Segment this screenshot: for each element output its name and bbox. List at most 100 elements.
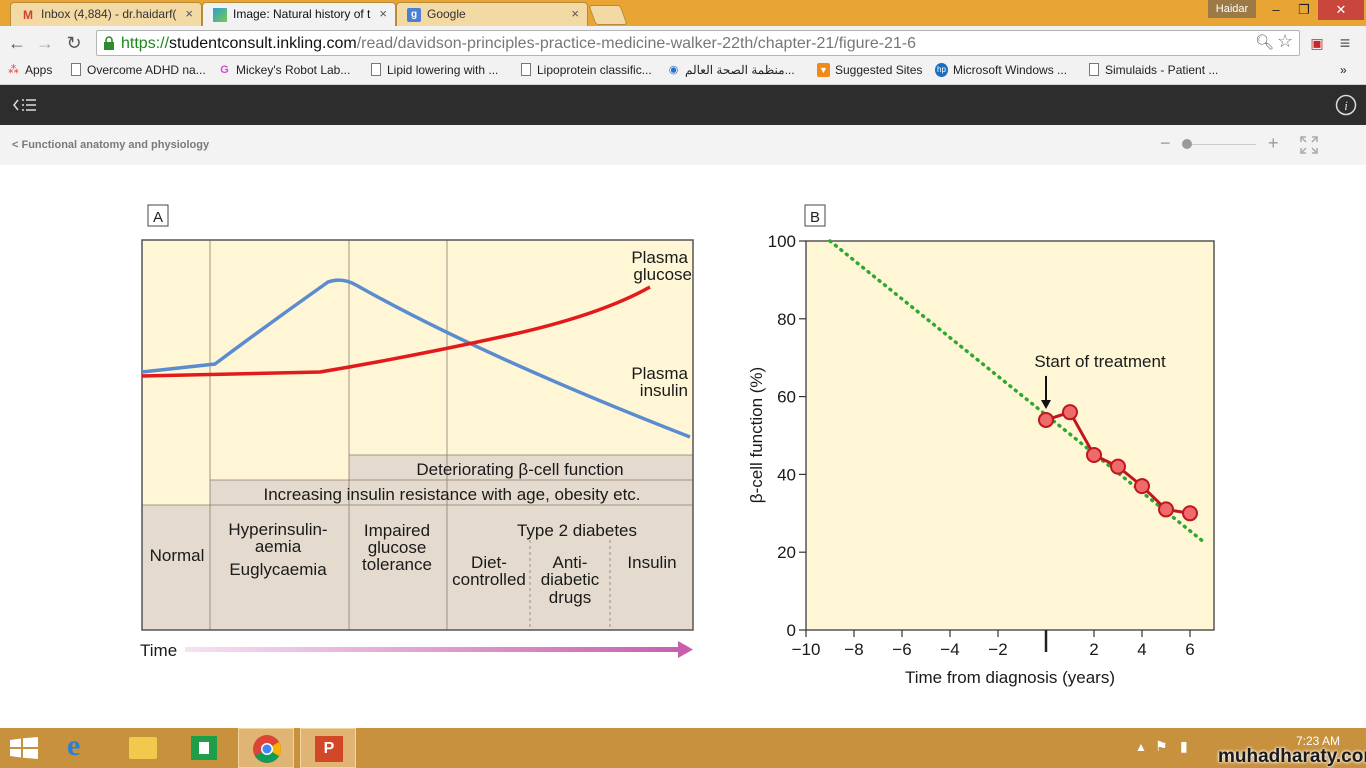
stage-diet: Diet- <box>471 553 507 572</box>
browser-tab-strip: M Inbox (4,884) - dr.haidarf( × Image: N… <box>0 0 1366 26</box>
tab-image[interactable]: Image: Natural history of t × <box>202 2 396 26</box>
menu-icon[interactable]: ≡ <box>1339 33 1351 53</box>
windows-taskbar: e P ▲ ⚑ ▮ 7:23 AM muhadharaty.com <box>0 728 1366 768</box>
x-tick-label: −6 <box>892 640 911 659</box>
profile-badge[interactable]: Haidar <box>1208 0 1256 18</box>
data-point <box>1182 505 1198 522</box>
x-tick-label: −8 <box>844 640 863 659</box>
back-arrow-icon[interactable]: ← <box>8 33 26 53</box>
start-button[interactable] <box>10 737 38 759</box>
stage-antidiabetic: diabetic <box>541 570 600 589</box>
page-icon <box>71 63 81 76</box>
zoom-slider-handle[interactable] <box>1182 139 1193 149</box>
insulin-curve <box>141 278 691 439</box>
data-point <box>1062 404 1078 421</box>
page-icon <box>1089 63 1099 76</box>
figure-21-6: A Plasma glucose Plasma insulin Deterior… <box>140 204 1215 687</box>
panel-b: B 0 20 40 60 80 100 −10 −8 −6 −4 −2 2 4 6 β-cell func… <box>747 204 1215 687</box>
y-tick-label: 0 <box>787 621 796 640</box>
fullscreen-icon[interactable] <box>1300 136 1318 154</box>
google-icon: g <box>407 8 421 22</box>
window-close-icon[interactable]: ✕ <box>1318 0 1364 20</box>
close-tab-icon[interactable]: × <box>379 6 387 21</box>
stage-hyperinsulinaemia: Hyperinsulin- <box>228 520 327 539</box>
stage-normal: Normal <box>150 546 205 565</box>
zoom-in-button[interactable]: + <box>1268 133 1279 153</box>
hp-icon: hp <box>935 63 948 77</box>
page-icon <box>371 63 381 76</box>
address-bar[interactable]: https://studentconsult.inkling.com/read/… <box>96 30 1300 56</box>
bookmarks-overflow[interactable]: » <box>1340 63 1347 77</box>
bookmark-apps[interactable]: ⁂ Apps <box>8 63 53 77</box>
breadcrumb[interactable]: < Functional anatomy and physiology <box>12 139 210 151</box>
tab-google[interactable]: g Google × <box>396 2 588 26</box>
y-axis-title: β-cell function (%) <box>747 367 766 503</box>
zoom-out-button[interactable]: − <box>1160 133 1171 153</box>
band-resistance-label: Increasing insulin resistance with age, … <box>263 485 640 504</box>
close-tab-icon[interactable]: × <box>571 6 579 21</box>
glucose-label: glucose <box>633 265 692 284</box>
zoom-slider[interactable] <box>1182 144 1256 145</box>
reload-icon[interactable]: ↻ <box>66 33 82 53</box>
bookmark-item[interactable]: Lipid lowering with ... <box>369 63 498 77</box>
stage-antidiabetic: Anti- <box>553 553 588 572</box>
internet-explorer-icon[interactable]: e <box>67 729 81 762</box>
watermark: muhadharaty.com <box>1218 746 1366 767</box>
battery-icon[interactable]: ▮ <box>1180 738 1188 754</box>
extension-icon[interactable]: ▣ <box>1310 35 1324 51</box>
insulin-label: Plasma <box>631 364 688 383</box>
bookmark-star-icon[interactable]: ☆ <box>1277 31 1294 51</box>
tab-inbox[interactable]: M Inbox (4,884) - dr.haidarf( × <box>10 2 202 26</box>
search-icon[interactable]: 🔍︎ <box>1255 34 1275 51</box>
flag-icon[interactable]: ⚑ <box>1155 738 1168 754</box>
tab-label: Inbox (4,884) - dr.haidarf( <box>41 7 177 21</box>
restore-icon[interactable]: ❐ <box>1298 2 1310 17</box>
bookmark-item[interactable]: Overcome ADHD na... <box>69 63 206 77</box>
time-arrow <box>185 647 681 652</box>
bookmark-item[interactable]: ◉ منظمة الصحة العالم... <box>668 63 795 77</box>
clock[interactable]: 7:23 AM <box>1296 734 1341 748</box>
tray-chevron-icon[interactable]: ▲ <box>1135 740 1147 754</box>
svg-text:i: i <box>1344 98 1348 113</box>
x-tick-label: 4 <box>1137 640 1146 659</box>
annotation-arrowhead <box>1041 399 1051 409</box>
file-explorer-icon[interactable] <box>115 728 171 768</box>
powerpoint-icon[interactable]: P <box>300 728 356 768</box>
forward-arrow-icon[interactable]: → <box>36 33 54 53</box>
stage-diet: controlled <box>452 570 526 589</box>
suggested-icon: ▼ <box>817 63 830 77</box>
chart-plot-area <box>805 240 1215 631</box>
bookmark-item[interactable]: hp Microsoft Windows ... <box>935 63 1067 77</box>
stage-hyperinsulinaemia: aemia <box>255 537 302 556</box>
x-axis-title: Time from diagnosis (years) <box>905 668 1115 687</box>
info-icon[interactable]: i <box>1335 94 1357 116</box>
page-icon <box>521 63 531 76</box>
store-icon[interactable] <box>176 728 232 768</box>
new-tab-button[interactable] <box>588 5 628 25</box>
stage-euglycaemia: Euglycaemia <box>229 560 327 579</box>
y-tick-label: 40 <box>777 465 796 484</box>
insulin-label: insulin <box>640 381 688 400</box>
data-point <box>1134 478 1150 495</box>
who-icon: ◉ <box>668 64 679 76</box>
bookmarks-bar: ⁂ Apps Overcome ADHD na... G Mickey's Robo… <box>0 60 1366 85</box>
chrome-icon[interactable] <box>238 728 294 768</box>
bookmark-item[interactable]: G Mickey's Robot Lab... <box>218 63 350 77</box>
inkling-icon <box>213 8 227 22</box>
gmail-icon: M <box>23 8 33 22</box>
bookmark-item[interactable]: ▼ Suggested Sites <box>817 63 922 77</box>
y-tick-label: 80 <box>777 310 796 329</box>
close-tab-icon[interactable]: × <box>185 6 193 21</box>
bookmark-item[interactable]: Lipoprotein classific... <box>519 63 652 77</box>
data-point <box>1038 411 1054 428</box>
y-tick-label: 100 <box>768 232 796 251</box>
bookmark-item[interactable]: Simulaids - Patient ... <box>1087 63 1218 77</box>
tab-label: Google <box>427 7 466 21</box>
minimize-icon[interactable]: – <box>1272 2 1280 17</box>
toc-icon[interactable] <box>12 97 38 113</box>
x-tick-label: −10 <box>792 640 821 659</box>
data-point <box>1086 446 1102 463</box>
y-tick-label: 60 <box>777 388 796 407</box>
reader-header: i <box>0 85 1366 125</box>
lock-icon <box>104 36 114 50</box>
